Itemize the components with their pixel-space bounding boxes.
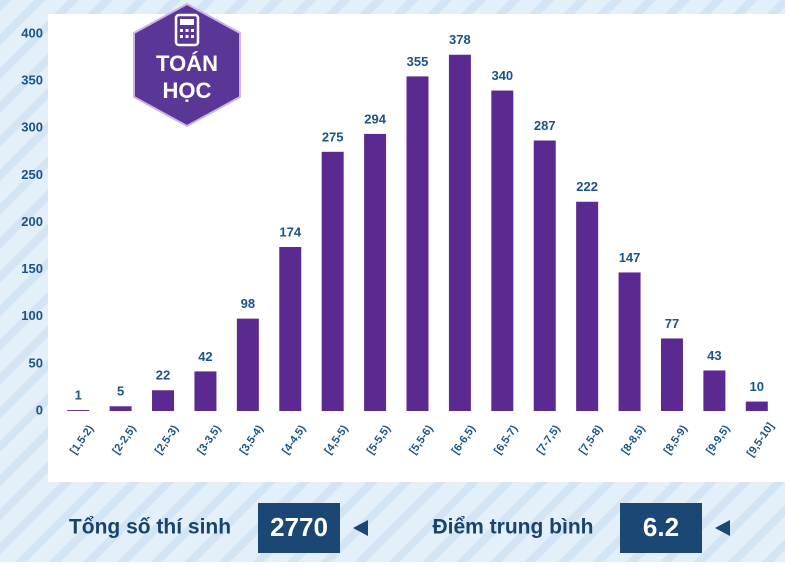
bar <box>152 390 175 411</box>
y-tick-label: 350 <box>21 73 43 88</box>
bar <box>448 54 471 412</box>
value-label: 10 <box>750 379 764 394</box>
value-label: 340 <box>491 68 513 83</box>
badge-text: TOÁN <box>156 51 218 76</box>
arrow <box>715 520 730 536</box>
y-tick-label: 100 <box>21 308 43 323</box>
summary-box <box>620 503 702 553</box>
y-tick-label: 250 <box>21 167 43 182</box>
bar <box>406 76 429 411</box>
y-tick-label: 150 <box>21 261 43 276</box>
value-label: 43 <box>707 348 721 363</box>
bar <box>703 370 726 411</box>
value-label: 355 <box>407 54 429 69</box>
value-label: 222 <box>576 179 598 194</box>
y-tick-label: 50 <box>29 355 43 370</box>
value-label: 98 <box>241 296 255 311</box>
bar <box>67 410 90 411</box>
bar <box>533 140 556 411</box>
bar <box>745 401 768 411</box>
summary-box <box>258 503 340 553</box>
value-label: 77 <box>665 316 679 331</box>
value-label: 287 <box>534 118 556 133</box>
value-label: 1 <box>75 387 82 402</box>
value-label: 5 <box>117 384 124 399</box>
value-label: 22 <box>156 368 170 383</box>
bar <box>576 201 599 411</box>
badge-text: HỌC <box>163 78 212 103</box>
bar <box>491 90 514 412</box>
arrow <box>353 520 368 536</box>
summary-value: 6.2 <box>643 512 679 542</box>
y-tick-label: 400 <box>21 25 43 40</box>
value-label: 294 <box>364 111 386 126</box>
bar <box>660 338 683 411</box>
bar <box>618 272 641 411</box>
y-tick-label: 200 <box>21 214 43 229</box>
value-label: 42 <box>198 349 212 364</box>
summary-label: Điểm trung bình <box>433 516 594 539</box>
badge: TOÁN HỌC <box>133 2 241 128</box>
bar <box>236 318 259 411</box>
bar <box>109 406 132 411</box>
value-label: 147 <box>619 250 641 265</box>
bar <box>279 247 302 411</box>
bar <box>321 151 344 411</box>
value-label: 275 <box>322 129 344 144</box>
value-label: 174 <box>279 224 301 239</box>
summary: Tổng số thí sinh 2770 Điểm trung bình 6.… <box>69 503 730 553</box>
summary-value: 2770 <box>270 512 328 542</box>
y-tick-label: 300 <box>21 120 43 135</box>
bar <box>364 133 387 411</box>
y-tick-label: 0 <box>36 402 43 417</box>
bar <box>194 371 217 411</box>
value-label: 378 <box>449 32 471 47</box>
summary-label: Tổng số thí sinh <box>69 516 231 539</box>
